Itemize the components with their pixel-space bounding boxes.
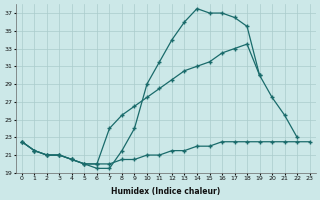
- X-axis label: Humidex (Indice chaleur): Humidex (Indice chaleur): [111, 187, 220, 196]
